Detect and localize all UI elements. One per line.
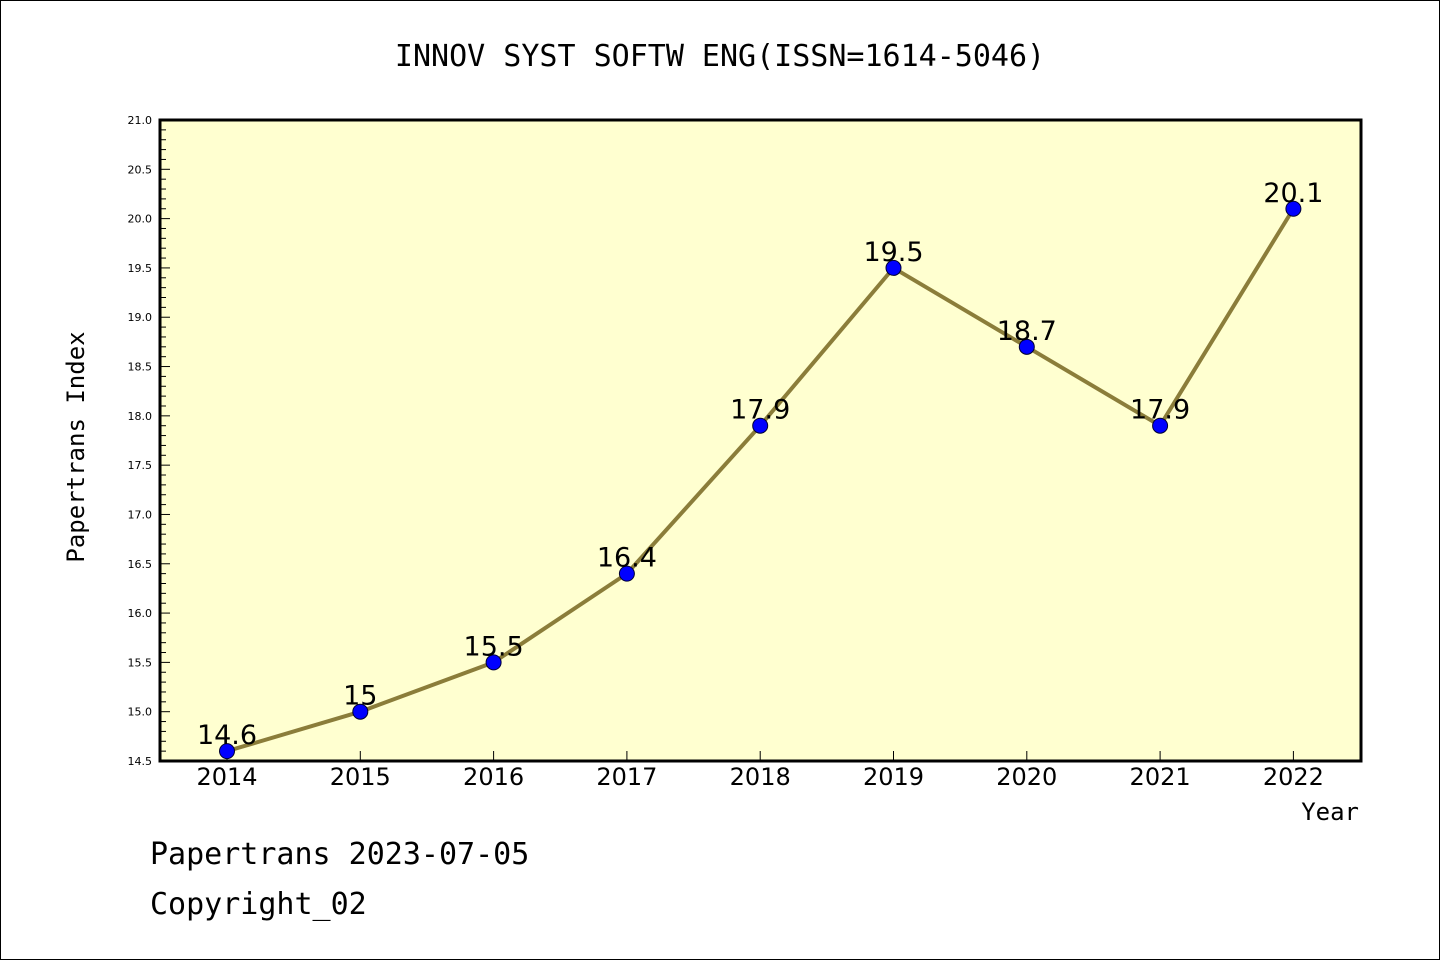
data-label: 15.5 [464, 631, 524, 662]
data-point [1152, 417, 1169, 434]
y-tick-label: 16.5 [128, 558, 153, 571]
plot-area [160, 120, 1361, 761]
x-tick-label: 2018 [730, 763, 791, 791]
x-tick-label: 2021 [1130, 763, 1191, 791]
data-point [485, 654, 502, 671]
x-tick-label: 2020 [996, 763, 1057, 791]
data-markers [219, 200, 1302, 760]
y-tick-label: 17.0 [128, 508, 153, 521]
data-point [1018, 338, 1035, 355]
y-tick-label: 19.0 [128, 311, 153, 324]
data-label: 19.5 [863, 237, 923, 268]
y-tick-label: 18.0 [128, 410, 153, 423]
y-tick-label: 16.0 [128, 607, 153, 620]
data-label: 14.6 [197, 720, 257, 751]
y-axis-label: Papertrans Index [62, 331, 90, 562]
y-tick-label: 14.5 [128, 755, 153, 768]
data-labels: 14.6 15 15.5 16.4 17.9 19.5 18.7 17.9 20.1 [197, 178, 1324, 751]
data-point [1285, 200, 1302, 217]
footer-copyright: Copyright_02 [150, 887, 367, 922]
y-tick-label: 17.5 [128, 459, 153, 472]
y-tick-label: 19.5 [128, 262, 153, 275]
data-label: 20.1 [1263, 178, 1323, 209]
x-tick-label: 2014 [196, 763, 257, 791]
y-tick-label: 21.0 [128, 114, 153, 127]
x-tick-label: 2016 [463, 763, 524, 791]
plot-border [158, 118, 1363, 763]
data-point [219, 743, 235, 760]
x-axis-label: Year [1301, 798, 1359, 826]
data-label: 17.9 [730, 395, 790, 426]
data-label: 17.9 [1130, 395, 1190, 426]
x-tick-label: 2019 [863, 763, 924, 791]
data-point [752, 417, 769, 434]
y-tick-label: 15.5 [128, 656, 153, 669]
data-label: 16.4 [597, 543, 657, 574]
y-tick-label: 20.5 [128, 163, 153, 176]
footer-date: Papertrans 2023-07-05 [150, 837, 529, 872]
y-tick-labels: 14.5 15.0 15.5 16.0 16.5 17.0 17.5 18.0 18.5 19.0… [128, 114, 153, 768]
data-point [618, 565, 635, 582]
x-tick-label: 2017 [596, 763, 657, 791]
y-tick-label: 18.5 [128, 361, 153, 374]
y-tick-label: 15.0 [128, 706, 153, 719]
x-tick-label: 2022 [1263, 763, 1324, 791]
data-point [352, 703, 369, 720]
data-label: 18.7 [997, 316, 1057, 347]
x-tick-labels: 2014 2015 2016 2017 2018 2019 2020 2021 2022 [196, 763, 1323, 791]
y-tick-label: 20.0 [128, 213, 153, 226]
data-label: 15 [343, 681, 377, 712]
data-point [885, 259, 902, 276]
x-tick-label: 2015 [330, 763, 391, 791]
chart-title: INNOV SYST SOFTW ENG(ISSN=1614-5046) [395, 39, 1045, 74]
